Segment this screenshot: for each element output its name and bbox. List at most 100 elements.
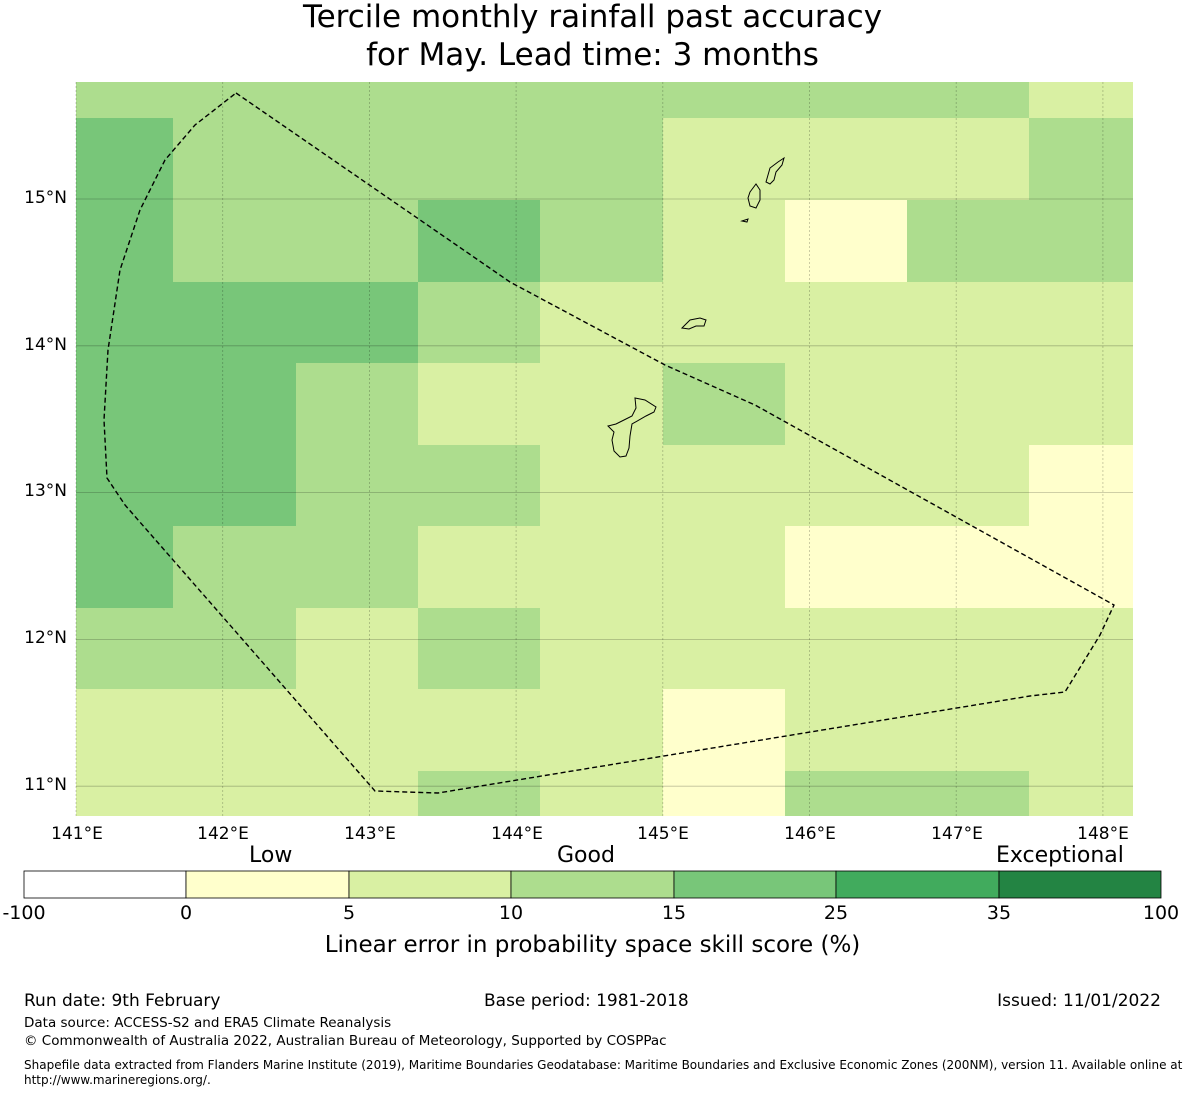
island-aguijan <box>740 218 749 223</box>
grid-cell <box>296 526 418 608</box>
grid-cell <box>540 526 663 608</box>
copyright: © Commonwealth of Australia 2022, Austra… <box>24 1033 667 1049</box>
grid-cell <box>1029 282 1133 363</box>
grid-cell <box>76 608 173 689</box>
colorbar-category-low: Low <box>249 843 293 868</box>
grid-cell <box>418 689 540 771</box>
grid-cell <box>296 445 418 526</box>
island-tinian <box>747 183 761 209</box>
grid-cell <box>663 200 785 282</box>
grid-cell <box>1029 689 1133 771</box>
grid-cell <box>785 526 907 608</box>
eez-boundary <box>103 92 1115 794</box>
grid-cell <box>418 608 540 689</box>
colorbar-label: Linear error in probability space skill … <box>324 932 861 958</box>
x-tick-144E: 144°E <box>491 824 543 844</box>
grid-cell <box>907 363 1029 445</box>
x-tick-148E: 148°E <box>1077 824 1129 844</box>
grid-cell <box>76 689 173 771</box>
grid-cell <box>663 82 785 118</box>
colorbar-tick-10: 10 <box>498 902 524 924</box>
grid-cell <box>1029 118 1133 200</box>
grid-cell <box>540 282 663 363</box>
grid-cell <box>418 282 540 363</box>
grid-cell <box>1029 200 1133 282</box>
grid-cell <box>173 445 296 526</box>
grid-cell <box>76 526 173 608</box>
colorbar-tick-100: 100 <box>1142 902 1180 924</box>
grid-cell <box>418 363 540 445</box>
grid-cell <box>907 526 1029 608</box>
grid-cell <box>296 200 418 282</box>
grid-cell <box>76 771 173 816</box>
grid-cell <box>907 282 1029 363</box>
grid-cell <box>663 445 785 526</box>
issued-date: Issued: 11/01/2022 <box>997 991 1161 1011</box>
grid-cell <box>76 282 173 363</box>
grid-cell <box>785 771 907 816</box>
colorbar-tick-0: 0 <box>179 902 193 924</box>
x-tick-146E: 146°E <box>784 824 836 844</box>
grid-cell <box>1029 82 1133 118</box>
grid-cell <box>173 82 296 118</box>
y-tick-11N: 11°N <box>24 775 67 795</box>
colorbar-tick-neg100: -100 <box>2 902 46 924</box>
y-tick-12N: 12°N <box>24 628 67 648</box>
grid-cell <box>785 363 907 445</box>
grid-cell <box>540 608 663 689</box>
island-rota <box>680 317 707 330</box>
grid-cell <box>785 445 907 526</box>
map-title-line2: for May. Lead time: 3 months <box>366 37 819 73</box>
run-date: Run date: 9th February <box>24 991 221 1011</box>
x-tick-142E: 142°E <box>197 824 249 844</box>
grid-cell <box>907 445 1029 526</box>
grid-cell <box>663 771 785 816</box>
grid-cell <box>173 118 296 200</box>
grid-cell <box>785 282 907 363</box>
grid-cell <box>907 689 1029 771</box>
grid-cell <box>173 771 296 816</box>
grid-cell <box>173 526 296 608</box>
grid-cell <box>907 200 1029 282</box>
grid-cell <box>663 608 785 689</box>
grid-cell <box>76 82 173 118</box>
grid-cell <box>418 445 540 526</box>
colorbar-tick-15: 15 <box>661 902 687 924</box>
grid-cell <box>296 118 418 200</box>
graticule <box>75 82 1133 816</box>
grid-cell <box>296 282 418 363</box>
grid-cell <box>173 363 296 445</box>
grid-cell <box>418 526 540 608</box>
grid-cell <box>540 118 663 200</box>
y-tick-14N: 14°N <box>24 335 67 355</box>
shapefile-credit: Shapefile data extracted from Flanders M… <box>24 1058 1183 1087</box>
skill-score-grid <box>76 82 1133 816</box>
colorbar-tick-5: 5 <box>342 902 356 924</box>
grid-cell <box>785 608 907 689</box>
grid-cell <box>663 282 785 363</box>
grid-cell <box>173 200 296 282</box>
grid-cell <box>173 282 296 363</box>
grid-cell <box>785 689 907 771</box>
x-tick-143E: 143°E <box>344 824 396 844</box>
grid-cell <box>907 82 1029 118</box>
grid-cell <box>76 200 173 282</box>
grid-cell <box>296 771 418 816</box>
grid-cell <box>663 689 785 771</box>
grid-cell <box>907 771 1029 816</box>
grid-cell <box>76 118 173 200</box>
x-tick-147E: 147°E <box>931 824 983 844</box>
grid-cell <box>540 771 663 816</box>
grid-cell <box>907 608 1029 689</box>
grid-cell <box>76 363 173 445</box>
grid-cell <box>540 363 663 445</box>
grid-cell <box>540 200 663 282</box>
x-tick-145E: 145°E <box>637 824 689 844</box>
grid-cell <box>663 363 785 445</box>
grid-cell <box>540 689 663 771</box>
grid-cell <box>296 608 418 689</box>
colorbar-tick-35: 35 <box>986 902 1012 924</box>
grid-cell <box>663 118 785 200</box>
grid-cell <box>540 445 663 526</box>
